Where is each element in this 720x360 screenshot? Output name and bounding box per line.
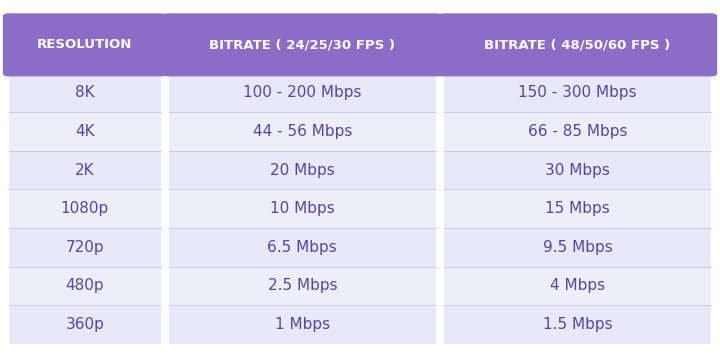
Text: 44 - 56 Mbps: 44 - 56 Mbps — [253, 124, 352, 139]
Text: 360p: 360p — [66, 317, 104, 332]
Text: BITRATE ( 48/50/60 FPS ): BITRATE ( 48/50/60 FPS ) — [485, 39, 670, 51]
Text: 15 Mbps: 15 Mbps — [545, 201, 610, 216]
Text: 2K: 2K — [75, 163, 94, 177]
Text: BITRATE ( 24/25/30 FPS ): BITRATE ( 24/25/30 FPS ) — [210, 39, 395, 51]
Text: 6.5 Mbps: 6.5 Mbps — [268, 240, 337, 255]
Text: 20 Mbps: 20 Mbps — [270, 163, 335, 177]
Text: 2.5 Mbps: 2.5 Mbps — [268, 278, 337, 293]
Text: 720p: 720p — [66, 240, 104, 255]
Text: 9.5 Mbps: 9.5 Mbps — [543, 240, 613, 255]
Text: 1.5 Mbps: 1.5 Mbps — [543, 317, 612, 332]
Text: 4K: 4K — [75, 124, 94, 139]
Text: 1080p: 1080p — [60, 201, 109, 216]
Text: 1 Mbps: 1 Mbps — [275, 317, 330, 332]
Text: 100 - 200 Mbps: 100 - 200 Mbps — [243, 85, 361, 100]
Text: 480p: 480p — [66, 278, 104, 293]
Text: 66 - 85 Mbps: 66 - 85 Mbps — [528, 124, 627, 139]
Text: 150 - 300 Mbps: 150 - 300 Mbps — [518, 85, 636, 100]
Text: 8K: 8K — [75, 85, 94, 100]
Text: 4 Mbps: 4 Mbps — [550, 278, 605, 293]
Text: RESOLUTION: RESOLUTION — [37, 39, 132, 51]
Text: 30 Mbps: 30 Mbps — [545, 163, 610, 177]
Text: 10 Mbps: 10 Mbps — [270, 201, 335, 216]
